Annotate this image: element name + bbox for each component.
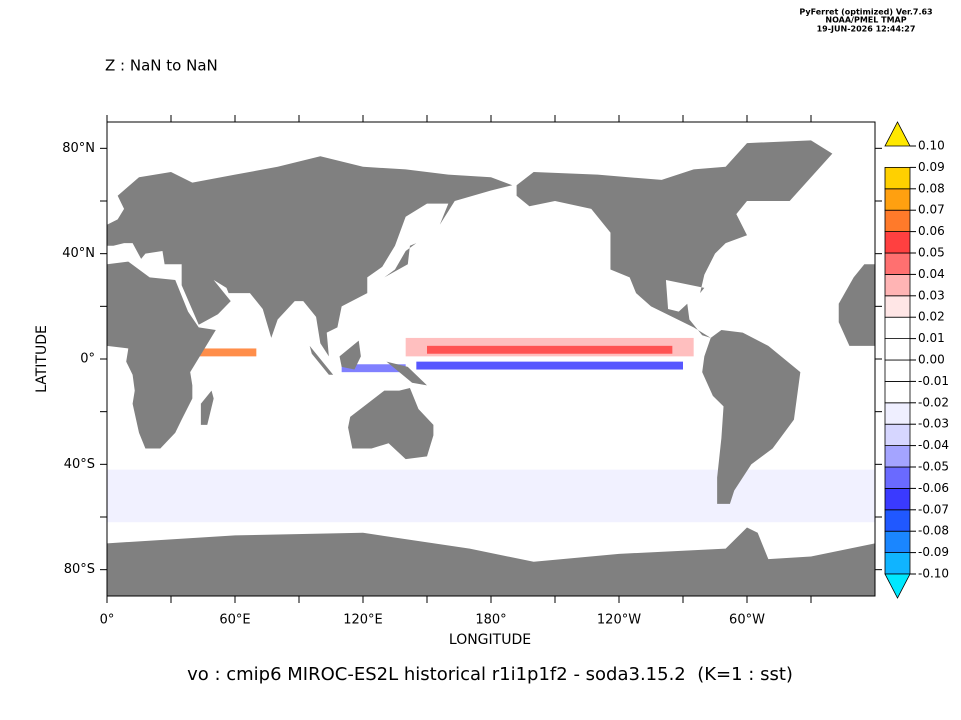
- colorbar-bin: [884, 295, 911, 318]
- colorbar-label: -0.10: [918, 567, 949, 581]
- colorbar-bin: [884, 466, 911, 489]
- colorbar-label: -0.04: [918, 438, 949, 452]
- colorbar-bin: [884, 380, 911, 404]
- land: [384, 243, 417, 278]
- colorbar-bin: [884, 338, 911, 361]
- anomaly-band: [107, 469, 875, 523]
- land: [838, 264, 875, 346]
- colorbar-label: 0.09: [918, 160, 945, 174]
- colorbar-label: -0.08: [918, 524, 949, 538]
- y-tick-label: 0°: [80, 352, 95, 367]
- colorbar-bin: [884, 402, 911, 425]
- land: [386, 361, 427, 386]
- colorbar-label: -0.03: [918, 417, 949, 431]
- colorbar-bin: [884, 487, 911, 511]
- colorbar-bin: [884, 316, 911, 340]
- colorbar-bin: [884, 231, 911, 254]
- colorbar-bin: [884, 445, 911, 468]
- y-tick-label: 80°S: [64, 562, 95, 577]
- subtitle: Z : NaN to NaN: [105, 57, 218, 75]
- land: [107, 527, 875, 596]
- colorbar-bin: [884, 423, 911, 447]
- colorbar-label: 0.07: [918, 203, 945, 217]
- x-tick-label: 0°: [100, 613, 115, 628]
- land: [107, 261, 216, 449]
- colorbar-label: -0.05: [918, 460, 949, 474]
- land: [200, 390, 214, 425]
- colorbar-bin: [884, 209, 911, 232]
- anomaly-band: [427, 345, 673, 354]
- chart-title: vo : cmip6 MIROC-ES2L historical r1i1p1f…: [187, 664, 793, 685]
- colorbar-label: 0.01: [918, 331, 945, 345]
- colorbar-bin: [884, 509, 911, 532]
- colorbar-label: 0.03: [918, 288, 945, 302]
- x-tick-label: 120°E: [343, 613, 383, 628]
- anomaly-band: [416, 361, 683, 370]
- colorbar-label: 0.00: [918, 353, 945, 367]
- header-line: 19-JUN-2026 12:44:27: [817, 25, 916, 34]
- land: [339, 340, 361, 370]
- colorbar-bin: [884, 166, 911, 190]
- colorbar-bin: [884, 359, 911, 382]
- colorbar-bin: [884, 530, 911, 554]
- land: [348, 387, 434, 460]
- colorbar-label: -0.02: [918, 395, 949, 409]
- header-line: NOAA/PMEL TMAP: [825, 16, 906, 25]
- land: [516, 140, 833, 338]
- header-line: PyFerret (optimized) Ver.7.63: [799, 8, 932, 17]
- colorbar-label: 0.04: [918, 267, 945, 281]
- land: [107, 156, 513, 357]
- colorbar-label: 0.06: [918, 224, 945, 238]
- colorbar-extend-high: [884, 121, 911, 147]
- y-tick-label: 40°N: [62, 246, 95, 261]
- colorbar-label: 0.08: [918, 181, 945, 195]
- x-tick-label: 180°: [475, 613, 506, 628]
- y-axis-label: LATITUDE: [34, 325, 50, 393]
- colorbar-extend-low: [884, 573, 911, 599]
- colorbar-label: 0.05: [918, 246, 945, 260]
- colorbar-label: -0.09: [918, 545, 949, 559]
- colorbar-label: -0.06: [918, 481, 949, 495]
- x-tick-label: 120°W: [597, 613, 641, 628]
- colorbar-label: -0.01: [918, 374, 949, 388]
- x-tick-label: 60°W: [729, 613, 765, 628]
- y-tick-label: 80°N: [62, 141, 95, 156]
- colorbar-label: 0.02: [918, 310, 945, 324]
- colorbar-label: 0.10: [918, 139, 945, 153]
- colorbar-label: -0.07: [918, 502, 949, 516]
- x-tick-label: 60°E: [219, 613, 250, 628]
- colorbar-bin: [884, 188, 911, 211]
- land: [309, 345, 334, 375]
- x-axis-label: LONGITUDE: [449, 632, 531, 648]
- colorbar-bin: [884, 252, 911, 275]
- colorbar-bin: [884, 552, 911, 575]
- land: [702, 330, 801, 504]
- y-tick-label: 40°S: [64, 457, 95, 472]
- colorbar-bin: [884, 273, 911, 297]
- anomaly-band: [341, 364, 406, 373]
